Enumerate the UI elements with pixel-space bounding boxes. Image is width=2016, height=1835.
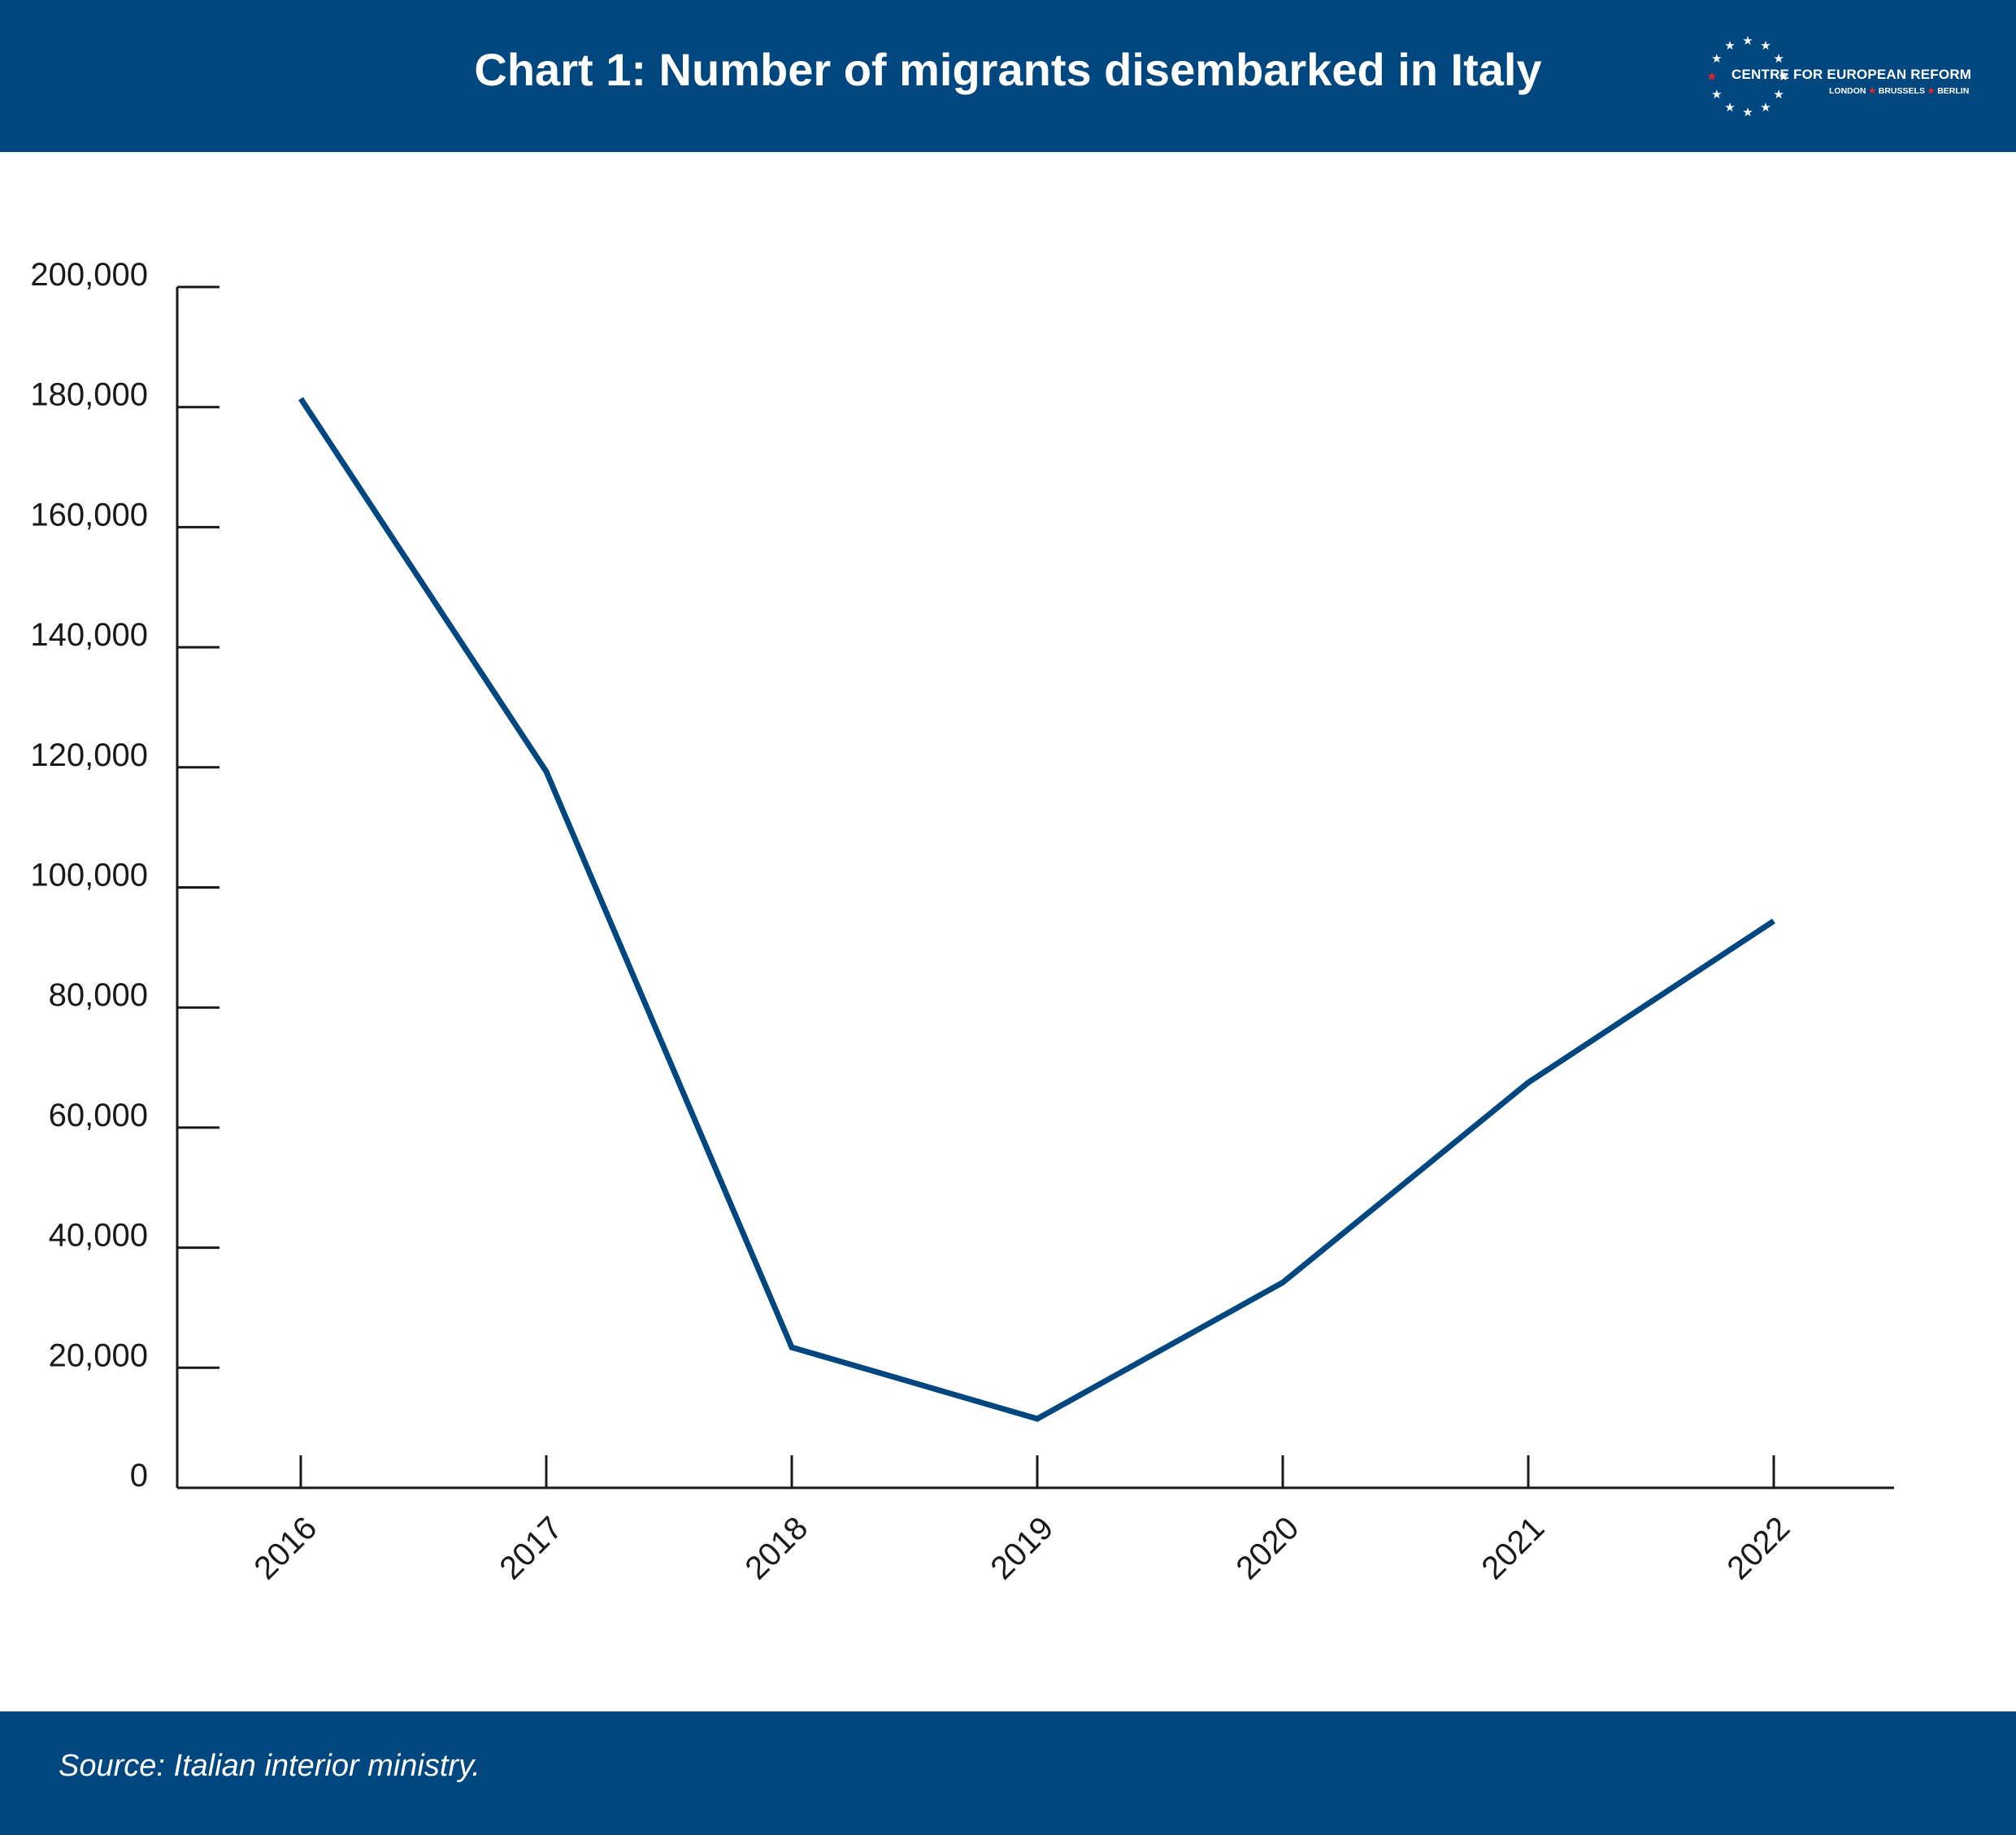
logo-star-icon: ★ [1773, 51, 1784, 66]
logo-name: CENTRE FOR EUROPEAN REFORM [1731, 67, 1972, 82]
y-tick-label: 0 [130, 1458, 148, 1494]
logo-star-icon: ★ [1773, 87, 1784, 102]
logo-star-icon: ★ [1760, 100, 1771, 115]
x-tick-label: 2018 [738, 1510, 815, 1586]
x-tick-label: 2017 [493, 1510, 569, 1586]
y-tick-label: 20,000 [49, 1337, 148, 1373]
series-line [298, 397, 1775, 1422]
x-tick-label: 2016 [247, 1510, 324, 1586]
y-tick-label: 100,000 [30, 858, 148, 894]
logo-star-icon: ★ [1742, 33, 1753, 48]
eu-stars-icon: ★ ★★★★★★★★★★★ [1707, 33, 1788, 120]
x-tick-label: 2019 [984, 1510, 1060, 1586]
x-tick-label: 2020 [1229, 1510, 1306, 1586]
logo-star-icon: ★ [1742, 105, 1753, 120]
y-tick-label: 60,000 [49, 1098, 148, 1133]
footer-bar: Source: Italian interior ministry. [0, 1711, 2016, 1835]
city-separator-icon: ★ [1868, 86, 1879, 96]
logo-star-icon: ★ [1724, 38, 1735, 53]
logo-star-icon: ★ [1711, 51, 1722, 66]
logo-cities: LONDON ★ BRUSSELS ★ BERLIN [1829, 86, 1969, 96]
x-tick-label: 2022 [1720, 1510, 1797, 1586]
logo-city-london: LONDON [1829, 86, 1866, 96]
y-tick-label: 120,000 [30, 737, 148, 773]
logo-city-brussels: BRUSSELS [1878, 86, 1925, 96]
logo-city-berlin: BERLIN [1937, 86, 1970, 96]
city-separator-icon: ★ [1927, 86, 1938, 96]
header-bar: Chart 1: Number of migrants disembarked … [0, 0, 2016, 152]
cer-logo: ★ ★ ★ ★ ★ ★ ★ ★ ★ ★ ★ ★ CENTRE FOR EUROPEAN REFORM … [1707, 31, 2000, 120]
x-tick-label: 2021 [1475, 1510, 1551, 1586]
y-tick-label: 80,000 [49, 977, 148, 1013]
logo-star-icon: ★ [1707, 69, 1718, 84]
y-tick-label: 200,000 [30, 257, 148, 293]
logo-star-icon: ★ [1760, 38, 1771, 53]
logo-star-icon: ★ [1778, 69, 1788, 84]
y-tick-label: 140,000 [30, 617, 148, 653]
y-tick-label: 160,000 [30, 497, 148, 533]
y-tick-label: 180,000 [30, 377, 148, 413]
line-chart: 0 20,000 40,000 60,000 80,000 100,000 120,000 1… [30, 257, 1894, 1586]
logo-star-icon: ★ [1711, 87, 1722, 102]
y-tick-label: 40,000 [49, 1218, 148, 1254]
source-note: Source: Italian interior ministry. [59, 1749, 480, 1783]
chart-title: Chart 1: Number of migrants disembarked … [474, 43, 1542, 95]
logo-star-icon: ★ [1724, 100, 1735, 115]
